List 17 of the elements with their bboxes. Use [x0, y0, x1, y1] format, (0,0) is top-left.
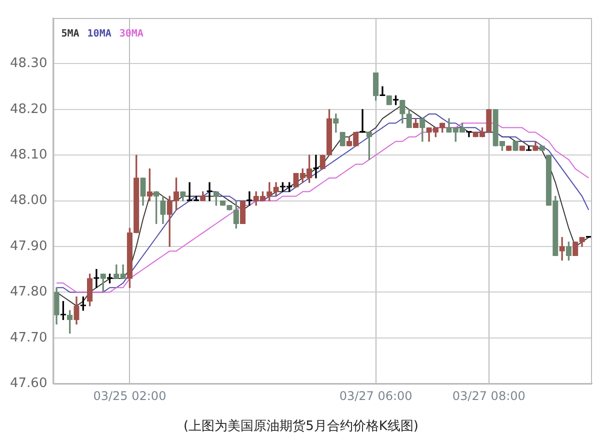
candlestick — [559, 237, 565, 261]
y-tick-label: 48.30 — [10, 56, 48, 72]
text: (上图为美国原油期货5月合约价格K线图) — [182, 418, 420, 435]
y-tick-label: 47.90 — [10, 238, 48, 254]
y-tick-label: 48.00 — [10, 193, 48, 208]
x-tick-label: 03/25 02:00 — [93, 388, 166, 403]
text: 30MA — [119, 28, 144, 40]
text: 5MA — [61, 28, 80, 40]
y-tick-label: 48.20 — [10, 102, 48, 117]
x-tick-label: 03/27 08:00 — [452, 388, 526, 403]
y-tick-label: 47.80 — [10, 284, 48, 300]
y-tick-label: 47.60 — [10, 376, 48, 391]
candlestick — [94, 269, 100, 288]
y-tick-label: 48.10 — [10, 147, 48, 162]
y-tick-label: 47.70 — [10, 330, 48, 346]
text: 10MA — [87, 28, 112, 40]
x-tick-label: 03/27 06:00 — [339, 388, 412, 403]
